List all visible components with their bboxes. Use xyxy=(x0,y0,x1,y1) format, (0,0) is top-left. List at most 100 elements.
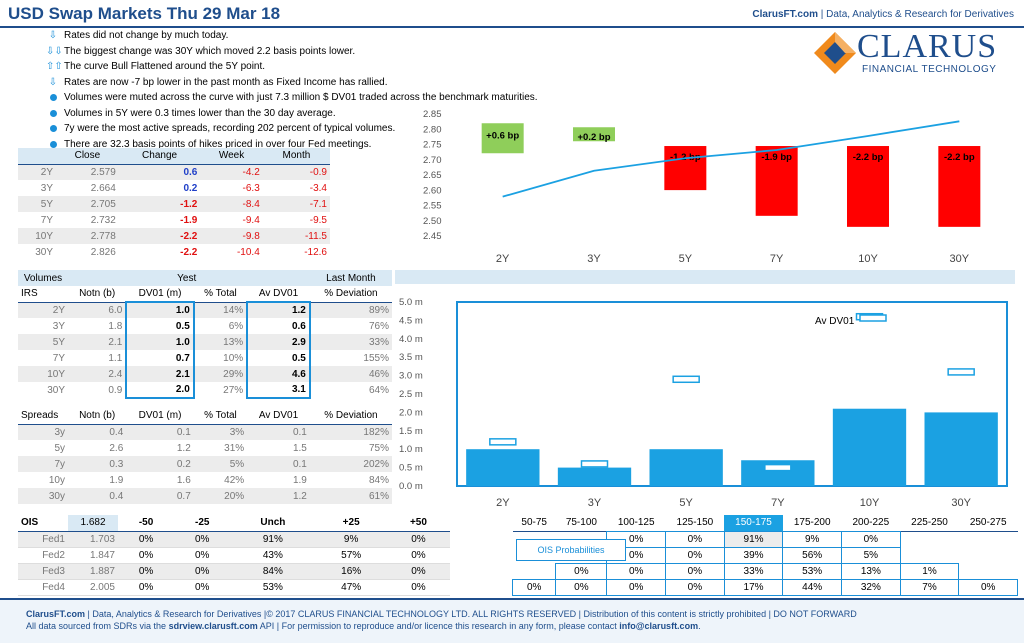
col-deviation: % Deviation xyxy=(324,410,378,422)
table-row: 5Y 2.705 -1.2 -8.4 -7.1 xyxy=(18,196,330,212)
y-tick-label: 2.50 xyxy=(423,216,442,227)
av-dv01-cell: 1.2 xyxy=(292,490,307,502)
week-cell: -4.2 xyxy=(242,166,260,178)
tenor-cell: 5y xyxy=(54,442,65,454)
col-month: Month xyxy=(282,150,311,162)
footer-site-link[interactable]: ClarusFT.com xyxy=(26,609,86,619)
legend-marker xyxy=(859,314,887,322)
ois-table: OIS 1.682 -50 -25 Unch +25 +50 Fed1 1.703… xyxy=(18,515,450,596)
notn-cell: 0.9 xyxy=(108,384,123,396)
ois-header-row: OIS 1.682 -50 -25 Unch +25 +50 xyxy=(18,515,450,531)
email-link[interactable]: info@clarusft.com xyxy=(619,621,699,631)
volumes-table: Volumes Yest Last Month IRS Notn (b) DV0… xyxy=(18,270,392,399)
dv01-cell: 0.5 xyxy=(125,318,195,334)
deviation-cell: 64% xyxy=(368,384,389,396)
col-close: Close xyxy=(74,150,101,162)
ois-prob-cell: 16% xyxy=(341,565,362,577)
change-cell: -1.9 xyxy=(180,214,198,226)
summary-bullet: Volumes were muted across the curve with… xyxy=(50,92,538,103)
tenor-cell: 7Y xyxy=(40,214,53,226)
deviation-cell: 76% xyxy=(368,320,389,332)
table-row: 2Y 2.579 0.6 -4.2 -0.9 xyxy=(18,164,330,180)
bullet-text: Volumes in 5Y were 0.3 times lower than … xyxy=(64,107,336,119)
week-cell: -10.4 xyxy=(236,246,260,258)
table-row: Fed1 1.703 0% 0% 91% 9% 0% xyxy=(18,531,450,547)
ois-prob-cell: 0% xyxy=(138,533,154,545)
footer-end: . xyxy=(698,621,701,631)
tenor-cell: 2Y xyxy=(40,166,53,178)
header-tagline: ClarusFT.com | Data, Analytics & Researc… xyxy=(752,9,1014,20)
bullet-dot-icon xyxy=(50,140,57,148)
tenor-cell: 3Y xyxy=(40,182,53,194)
prob-cell: 53% xyxy=(782,562,843,580)
ois-label: OIS xyxy=(21,517,39,529)
notn-cell: 6.0 xyxy=(108,304,123,316)
dv01-bar xyxy=(649,449,723,486)
x-tick-label: 5Y xyxy=(679,497,693,509)
dv01-bar xyxy=(924,412,998,486)
col-av-dv01: Av DV01 xyxy=(258,288,299,299)
prob-cell: 5% xyxy=(841,546,901,564)
ois-col-p25: +25 xyxy=(342,517,360,529)
ois-rate-cell: 1.703 xyxy=(89,533,115,545)
change-cell: 0.6 xyxy=(183,166,198,178)
dv01-cell: 0.2 xyxy=(176,458,191,470)
prob-cell: 44% xyxy=(782,578,843,596)
sdrview-link[interactable]: sdrview.clarusft.com xyxy=(168,621,258,631)
logo-subtitle: FINANCIAL TECHNOLOGY xyxy=(862,64,997,75)
ois-prob-cell: 0% xyxy=(411,549,426,561)
y-tick-label: 3.0 m xyxy=(399,371,423,382)
site-link[interactable]: ClarusFT.com xyxy=(752,9,818,20)
arrow-down-icon: ⇩ xyxy=(48,30,58,41)
tenor-cell: 3Y xyxy=(52,320,65,332)
close-cell: 2.579 xyxy=(90,166,116,178)
ois-prob-cell: 0% xyxy=(138,565,154,577)
prob-cell: 0% xyxy=(606,578,667,596)
ois-prob-cell: 43% xyxy=(262,549,283,561)
ois-prob-cell: 0% xyxy=(195,581,210,593)
bar-label: +0.6 bp xyxy=(486,130,519,141)
av-dv01-marker xyxy=(947,368,975,376)
plot-frame xyxy=(456,301,1008,487)
prob-bucket-header: 225-250 xyxy=(911,517,948,529)
y-tick-label: 0.0 m xyxy=(399,481,423,492)
ois-prob-cell: 47% xyxy=(341,581,362,593)
ois-probabilities-table: 50-75 75-100 100-125 125-150 150-175 175-200 2… xyxy=(511,515,1018,596)
prob-bucket-header: 75-100 xyxy=(565,517,597,529)
prob-bucket-header: 250-275 xyxy=(969,517,1007,529)
bullet-text: The biggest change was 30Y which moved 2… xyxy=(64,45,356,57)
prob-cell: 91% xyxy=(723,530,784,548)
bullet-dot-icon xyxy=(50,94,57,101)
av-dv01-marker xyxy=(489,438,517,446)
pct-total-cell: 42% xyxy=(224,474,245,486)
col-dv01: DV01 (m) xyxy=(138,410,182,422)
tenor-cell: 30y xyxy=(48,490,65,502)
tenor-cell: 5Y xyxy=(40,198,53,210)
deviation-cell: 89% xyxy=(368,304,389,316)
rates-header-row: Close Change Week Month xyxy=(18,148,330,164)
dv01-cell: 1.2 xyxy=(176,442,191,454)
logo-wordmark: CLARUS xyxy=(857,28,998,65)
change-bar xyxy=(755,146,798,216)
y-tick-label: 4.0 m xyxy=(399,334,423,345)
y-tick-label: 2.5 m xyxy=(399,389,423,400)
av-dv01-cell: 3.1 xyxy=(246,382,311,399)
tenor-cell: 10y xyxy=(48,474,65,486)
volumes-header-row: IRS Notn (b) DV01 (m) % Total Av DV01 % … xyxy=(18,286,392,302)
deviation-cell: 33% xyxy=(368,336,389,348)
pct-total-cell: 13% xyxy=(223,336,244,348)
change-bar xyxy=(664,146,707,191)
tagline-text: Data, Analytics & Research for Derivativ… xyxy=(826,9,1014,20)
table-row: 0% 0% 0% 33% 53% 13% 1% xyxy=(513,562,1018,580)
av-dv01-cell: 0.5 xyxy=(246,350,311,366)
bullet-text: Rates did not change by much today. xyxy=(64,30,229,41)
summary-bullet: ⇧⇧ The curve Bull Flattened around the 5Y… xyxy=(46,61,265,72)
tenor-cell: 3y xyxy=(54,426,65,438)
ois-col-p50: +50 xyxy=(409,517,427,529)
x-tick-label: 30Y xyxy=(950,253,970,265)
change-cell: -2.2 xyxy=(180,246,198,258)
dv01-cell: 1.6 xyxy=(176,474,191,486)
bar-label: +0.2 bp xyxy=(578,132,611,143)
prob-cell xyxy=(900,547,959,563)
prob-cell: 0% xyxy=(665,578,725,596)
